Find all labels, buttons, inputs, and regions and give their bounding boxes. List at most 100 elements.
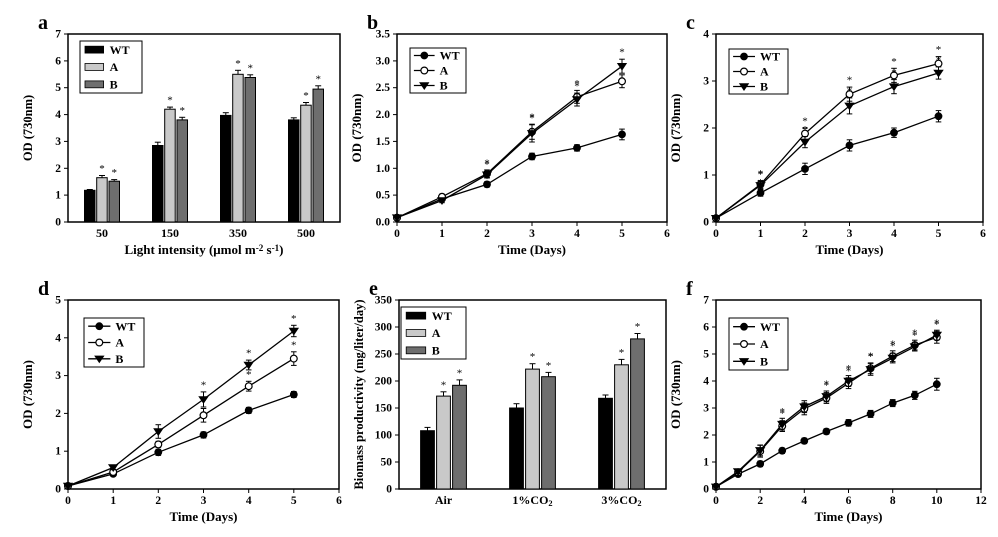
svg-text:2: 2 bbox=[155, 495, 161, 507]
svg-text:7: 7 bbox=[703, 295, 709, 307]
svg-text:*: * bbox=[246, 348, 252, 360]
svg-text:*: * bbox=[529, 112, 535, 124]
svg-text:WT: WT bbox=[760, 320, 780, 334]
svg-text:1: 1 bbox=[758, 228, 764, 240]
svg-text:0: 0 bbox=[394, 228, 400, 240]
svg-text:*: * bbox=[619, 347, 625, 359]
svg-text:*: * bbox=[868, 351, 874, 363]
svg-text:2: 2 bbox=[484, 228, 490, 240]
svg-text:8: 8 bbox=[890, 495, 896, 507]
svg-text:1.0: 1.0 bbox=[376, 163, 391, 175]
svg-text:1: 1 bbox=[439, 228, 445, 240]
svg-text:A: A bbox=[115, 336, 124, 350]
svg-text:0: 0 bbox=[703, 484, 709, 496]
svg-text:c: c bbox=[686, 12, 695, 34]
svg-text:12: 12 bbox=[975, 495, 987, 507]
svg-text:*: * bbox=[303, 90, 309, 102]
svg-text:2: 2 bbox=[55, 408, 61, 420]
svg-text:50: 50 bbox=[381, 457, 393, 469]
svg-text:350: 350 bbox=[229, 226, 247, 240]
svg-text:2.0: 2.0 bbox=[376, 109, 391, 121]
svg-text:*: * bbox=[457, 367, 463, 379]
svg-text:*: * bbox=[847, 85, 853, 97]
svg-text:*: * bbox=[484, 159, 490, 171]
svg-text:*: * bbox=[758, 169, 764, 181]
svg-text:5: 5 bbox=[703, 349, 709, 361]
svg-text:a: a bbox=[38, 12, 48, 34]
svg-text:f: f bbox=[686, 278, 693, 300]
svg-text:4: 4 bbox=[55, 332, 61, 344]
svg-text:WT: WT bbox=[432, 309, 452, 323]
svg-text:50: 50 bbox=[96, 226, 108, 240]
svg-text:A: A bbox=[432, 326, 441, 340]
svg-text:1.5: 1.5 bbox=[376, 136, 391, 148]
svg-text:4: 4 bbox=[55, 109, 61, 121]
svg-text:1%CO2: 1%CO2 bbox=[512, 493, 552, 508]
svg-text:*: * bbox=[291, 313, 297, 325]
svg-text:Light intensity (μmol m-2 s-1): Light intensity (μmol m-2 s-1) bbox=[124, 242, 283, 257]
svg-text:B: B bbox=[760, 80, 768, 94]
svg-text:4: 4 bbox=[574, 228, 580, 240]
svg-text:5: 5 bbox=[936, 228, 942, 240]
svg-text:*: * bbox=[890, 341, 896, 353]
svg-text:A: A bbox=[760, 337, 769, 351]
svg-text:*: * bbox=[530, 351, 536, 363]
svg-text:*: * bbox=[619, 47, 625, 59]
svg-text:2: 2 bbox=[703, 430, 709, 442]
svg-text:WT: WT bbox=[760, 50, 780, 64]
svg-text:WT: WT bbox=[440, 49, 460, 63]
svg-text:*: * bbox=[111, 167, 117, 179]
svg-text:B: B bbox=[432, 344, 440, 358]
svg-text:150: 150 bbox=[375, 403, 393, 415]
svg-text:A: A bbox=[760, 65, 769, 79]
svg-text:B: B bbox=[760, 355, 768, 369]
svg-text:2: 2 bbox=[757, 495, 763, 507]
svg-text:*: * bbox=[441, 379, 447, 391]
svg-text:1: 1 bbox=[703, 170, 709, 182]
svg-text:0: 0 bbox=[386, 484, 392, 496]
svg-text:*: * bbox=[846, 363, 852, 375]
svg-text:250: 250 bbox=[375, 349, 393, 361]
svg-text:6: 6 bbox=[336, 495, 342, 507]
svg-text:100: 100 bbox=[375, 430, 393, 442]
svg-text:6: 6 bbox=[846, 495, 852, 507]
svg-text:3: 3 bbox=[703, 403, 709, 415]
svg-text:2: 2 bbox=[802, 228, 808, 240]
svg-text:3: 3 bbox=[703, 76, 709, 88]
svg-text:4: 4 bbox=[703, 29, 709, 41]
svg-text:B: B bbox=[440, 79, 448, 93]
svg-text:3: 3 bbox=[55, 370, 61, 382]
svg-text:*: * bbox=[934, 318, 940, 330]
svg-text:0.0: 0.0 bbox=[376, 217, 391, 229]
svg-text:*: * bbox=[247, 62, 253, 74]
svg-text:Time (Days): Time (Days) bbox=[815, 242, 883, 257]
svg-text:2.5: 2.5 bbox=[376, 82, 391, 94]
svg-text:3.0: 3.0 bbox=[376, 55, 391, 67]
svg-text:0: 0 bbox=[55, 217, 61, 229]
svg-text:5: 5 bbox=[55, 82, 61, 94]
svg-text:350: 350 bbox=[375, 295, 393, 307]
svg-text:4: 4 bbox=[801, 495, 807, 507]
svg-text:OD (730nm): OD (730nm) bbox=[21, 95, 35, 161]
svg-text:3.5: 3.5 bbox=[376, 29, 391, 41]
svg-text:OD (730nm): OD (730nm) bbox=[668, 94, 683, 163]
svg-text:4: 4 bbox=[703, 376, 709, 388]
svg-text:1: 1 bbox=[703, 457, 709, 469]
svg-text:*: * bbox=[201, 379, 207, 391]
svg-text:B: B bbox=[110, 78, 118, 92]
svg-text:*: * bbox=[315, 73, 321, 85]
svg-text:WT: WT bbox=[115, 319, 135, 333]
svg-text:WT: WT bbox=[110, 43, 130, 57]
svg-text:6: 6 bbox=[664, 228, 670, 240]
svg-text:*: * bbox=[291, 339, 297, 351]
svg-text:3: 3 bbox=[201, 495, 207, 507]
svg-text:0: 0 bbox=[713, 228, 719, 240]
svg-text:3: 3 bbox=[847, 228, 853, 240]
svg-text:*: * bbox=[635, 321, 641, 333]
svg-text:6: 6 bbox=[703, 322, 709, 334]
svg-text:150: 150 bbox=[161, 226, 179, 240]
svg-text:500: 500 bbox=[297, 226, 315, 240]
svg-text:*: * bbox=[574, 81, 580, 93]
svg-text:*: * bbox=[779, 406, 785, 418]
svg-text:Time (Days): Time (Days) bbox=[498, 242, 566, 257]
